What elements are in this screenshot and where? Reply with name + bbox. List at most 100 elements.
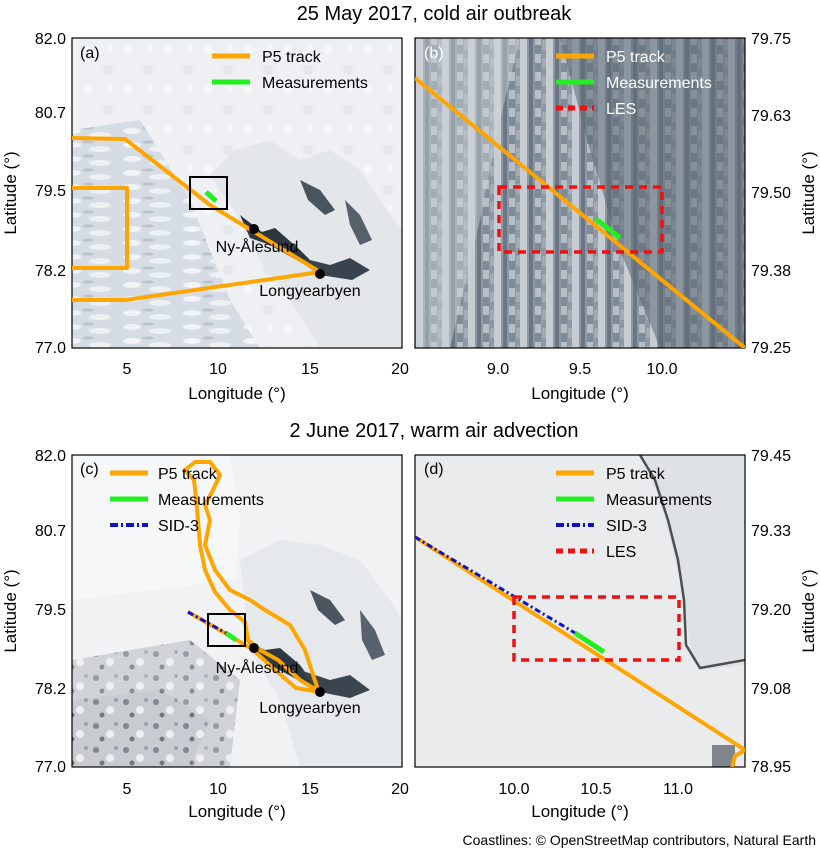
panel-a-xtick: 10 xyxy=(209,361,227,378)
top-row-title: 25 May 2017, cold air outbreak xyxy=(297,3,573,25)
panel-b-yticks: 79.75 79.63 79.50 79.38 79.25 xyxy=(751,31,791,357)
panel-c-xtick: 20 xyxy=(391,781,409,798)
panel-a-xlabel: Longitude (°) xyxy=(188,384,286,403)
panel-d-letter: (d) xyxy=(424,461,444,478)
panel-d-xtick: 10.5 xyxy=(580,781,611,798)
panel-d-les-box xyxy=(512,595,681,662)
panel-d-legend-les: LES xyxy=(606,544,636,561)
panel-d-legend-track: P5 track xyxy=(606,466,666,483)
panel-b-xtick: 10.0 xyxy=(646,361,677,378)
panel-b: (b) P5 track Measurements LES 79.75 79.6… xyxy=(414,31,818,403)
panel-a-frame xyxy=(71,37,403,349)
panel-c-ylabel: Latitude (°) xyxy=(1,569,20,652)
panel-c-frame xyxy=(71,454,403,768)
panel-d-xtick: 10.0 xyxy=(498,781,529,798)
panel-d-ytick: 79.33 xyxy=(751,523,791,540)
panel-d-ytick: 79.08 xyxy=(751,681,791,698)
panel-a-letter: (a) xyxy=(80,45,100,62)
panel-d: (d) P5 track Measurements SID-3 LES 79.4… xyxy=(414,448,818,821)
panel-a-xtick: 15 xyxy=(301,361,319,378)
panel-b-measurements xyxy=(594,217,622,240)
panel-a-ytick: 77.0 xyxy=(35,340,66,357)
panel-a-xtick: 20 xyxy=(391,361,409,378)
panel-a-ylabel: Latitude (°) xyxy=(1,151,20,234)
panel-b-xticks: 9.0 9.5 10.0 xyxy=(487,361,678,378)
panel-c-legend-measurements: Measurements xyxy=(158,492,264,509)
panel-b-xtick: 9.0 xyxy=(487,361,509,378)
panel-d-xlabel: Longitude (°) xyxy=(531,802,629,821)
panel-c-xticks: 5 10 15 20 xyxy=(123,781,409,798)
panel-c-longyearbyen-marker xyxy=(315,687,325,697)
panel-c-track xyxy=(183,460,322,694)
panel-c-ytick: 77.0 xyxy=(35,759,66,776)
panel-b-track xyxy=(415,76,745,348)
panel-c-background xyxy=(72,455,402,767)
panel-a-ny-alesund-marker xyxy=(249,224,259,234)
panel-c-ytick: 79.5 xyxy=(35,602,66,619)
panel-a-inset-box xyxy=(189,176,228,210)
panel-b-xlabel: Longitude (°) xyxy=(531,384,629,403)
panel-b-legend-track: P5 track xyxy=(606,49,666,66)
panel-a-ytick: 79.5 xyxy=(35,183,66,200)
panel-a-track xyxy=(72,136,322,302)
panel-a-ytick: 80.7 xyxy=(35,105,66,122)
panel-c-xtick: 15 xyxy=(301,781,319,798)
panel-d-ylabel: Latitude (°) xyxy=(799,569,818,652)
panel-b-legend-les: LES xyxy=(606,101,636,118)
panel-a-longyearbyen-marker xyxy=(315,269,325,279)
panel-d-yticks: 79.45 79.33 79.20 79.08 78.95 xyxy=(751,448,791,776)
panel-c-xtick: 10 xyxy=(209,781,227,798)
panel-d-xtick: 11.0 xyxy=(663,781,693,798)
panel-c-measurements xyxy=(224,630,238,643)
panel-a-yticks: 82.0 80.7 79.5 78.2 77.0 xyxy=(35,31,66,357)
panel-b-xtick: 9.5 xyxy=(569,361,591,378)
panel-a-longyearbyen-label: Longyearbyen xyxy=(259,283,360,300)
panel-d-ytick: 78.95 xyxy=(751,759,791,776)
panel-b-ytick: 79.50 xyxy=(751,185,791,202)
panel-c-legend-sid3: SID-3 xyxy=(158,518,199,535)
panel-b-ytick: 79.63 xyxy=(751,108,791,125)
panel-d-ytick: 79.45 xyxy=(751,448,791,465)
panel-c-ytick: 80.7 xyxy=(35,523,66,540)
panel-b-background xyxy=(415,38,745,348)
panel-c: Ny-Ålesund Longyearbyen (c) P5 track Mea… xyxy=(1,448,409,821)
panel-d-frame xyxy=(414,454,746,768)
panel-a-xticks: 5 10 15 20 xyxy=(123,361,409,378)
panel-b-ytick: 79.25 xyxy=(751,340,791,357)
panel-a: Ny-Ålesund Longyearbyen (a) P5 track Mea… xyxy=(1,31,409,403)
panel-c-letter: (c) xyxy=(80,461,99,478)
panel-c-ytick: 82.0 xyxy=(35,448,66,465)
panel-d-legend-sid3: SID-3 xyxy=(606,518,647,535)
panel-b-ylabel: Latitude (°) xyxy=(799,151,818,234)
panel-d-legend-measurements: Measurements xyxy=(606,492,712,509)
panel-b-les-box xyxy=(497,185,664,254)
map-credit: Coastlines: © OpenStreetMap contributors… xyxy=(463,832,816,848)
panel-c-legend-track: P5 track xyxy=(158,466,218,483)
panel-c-ny-alesund-marker xyxy=(249,643,259,653)
panel-d-sid3-segment xyxy=(414,535,576,635)
panel-c-inset-box xyxy=(207,613,246,647)
panel-a-ytick: 78.2 xyxy=(35,263,66,280)
panel-a-legend-track: P5 track xyxy=(262,49,322,66)
panel-d-ytick: 79.20 xyxy=(751,602,791,619)
panel-a-background xyxy=(72,38,402,348)
panel-d-xticks: 10.0 10.5 11.0 xyxy=(498,781,693,798)
panel-b-legend-measurements: Measurements xyxy=(606,75,712,92)
panel-d-track xyxy=(415,535,745,767)
panel-c-xlabel: Longitude (°) xyxy=(188,802,286,821)
panel-a-ny-alesund-label: Ny-Ålesund xyxy=(216,237,299,256)
panel-c-ytick: 78.2 xyxy=(35,681,66,698)
panel-a-measurements xyxy=(204,190,218,203)
panel-c-ny-alesund-label: Ny-Ålesund xyxy=(216,658,299,677)
panel-b-frame xyxy=(414,37,746,349)
panel-d-measurements xyxy=(573,630,606,655)
panel-c-longyearbyen-label: Longyearbyen xyxy=(259,700,360,717)
panel-c-xtick: 5 xyxy=(123,781,132,798)
panel-b-ytick: 79.38 xyxy=(751,263,791,280)
panel-a-legend-measurements: Measurements xyxy=(262,75,368,92)
panel-a-ytick: 82.0 xyxy=(35,31,66,48)
panel-c-yticks: 82.0 80.7 79.5 78.2 77.0 xyxy=(35,448,66,776)
panel-b-ytick: 79.75 xyxy=(751,31,791,48)
panel-b-letter: (b) xyxy=(424,45,444,62)
